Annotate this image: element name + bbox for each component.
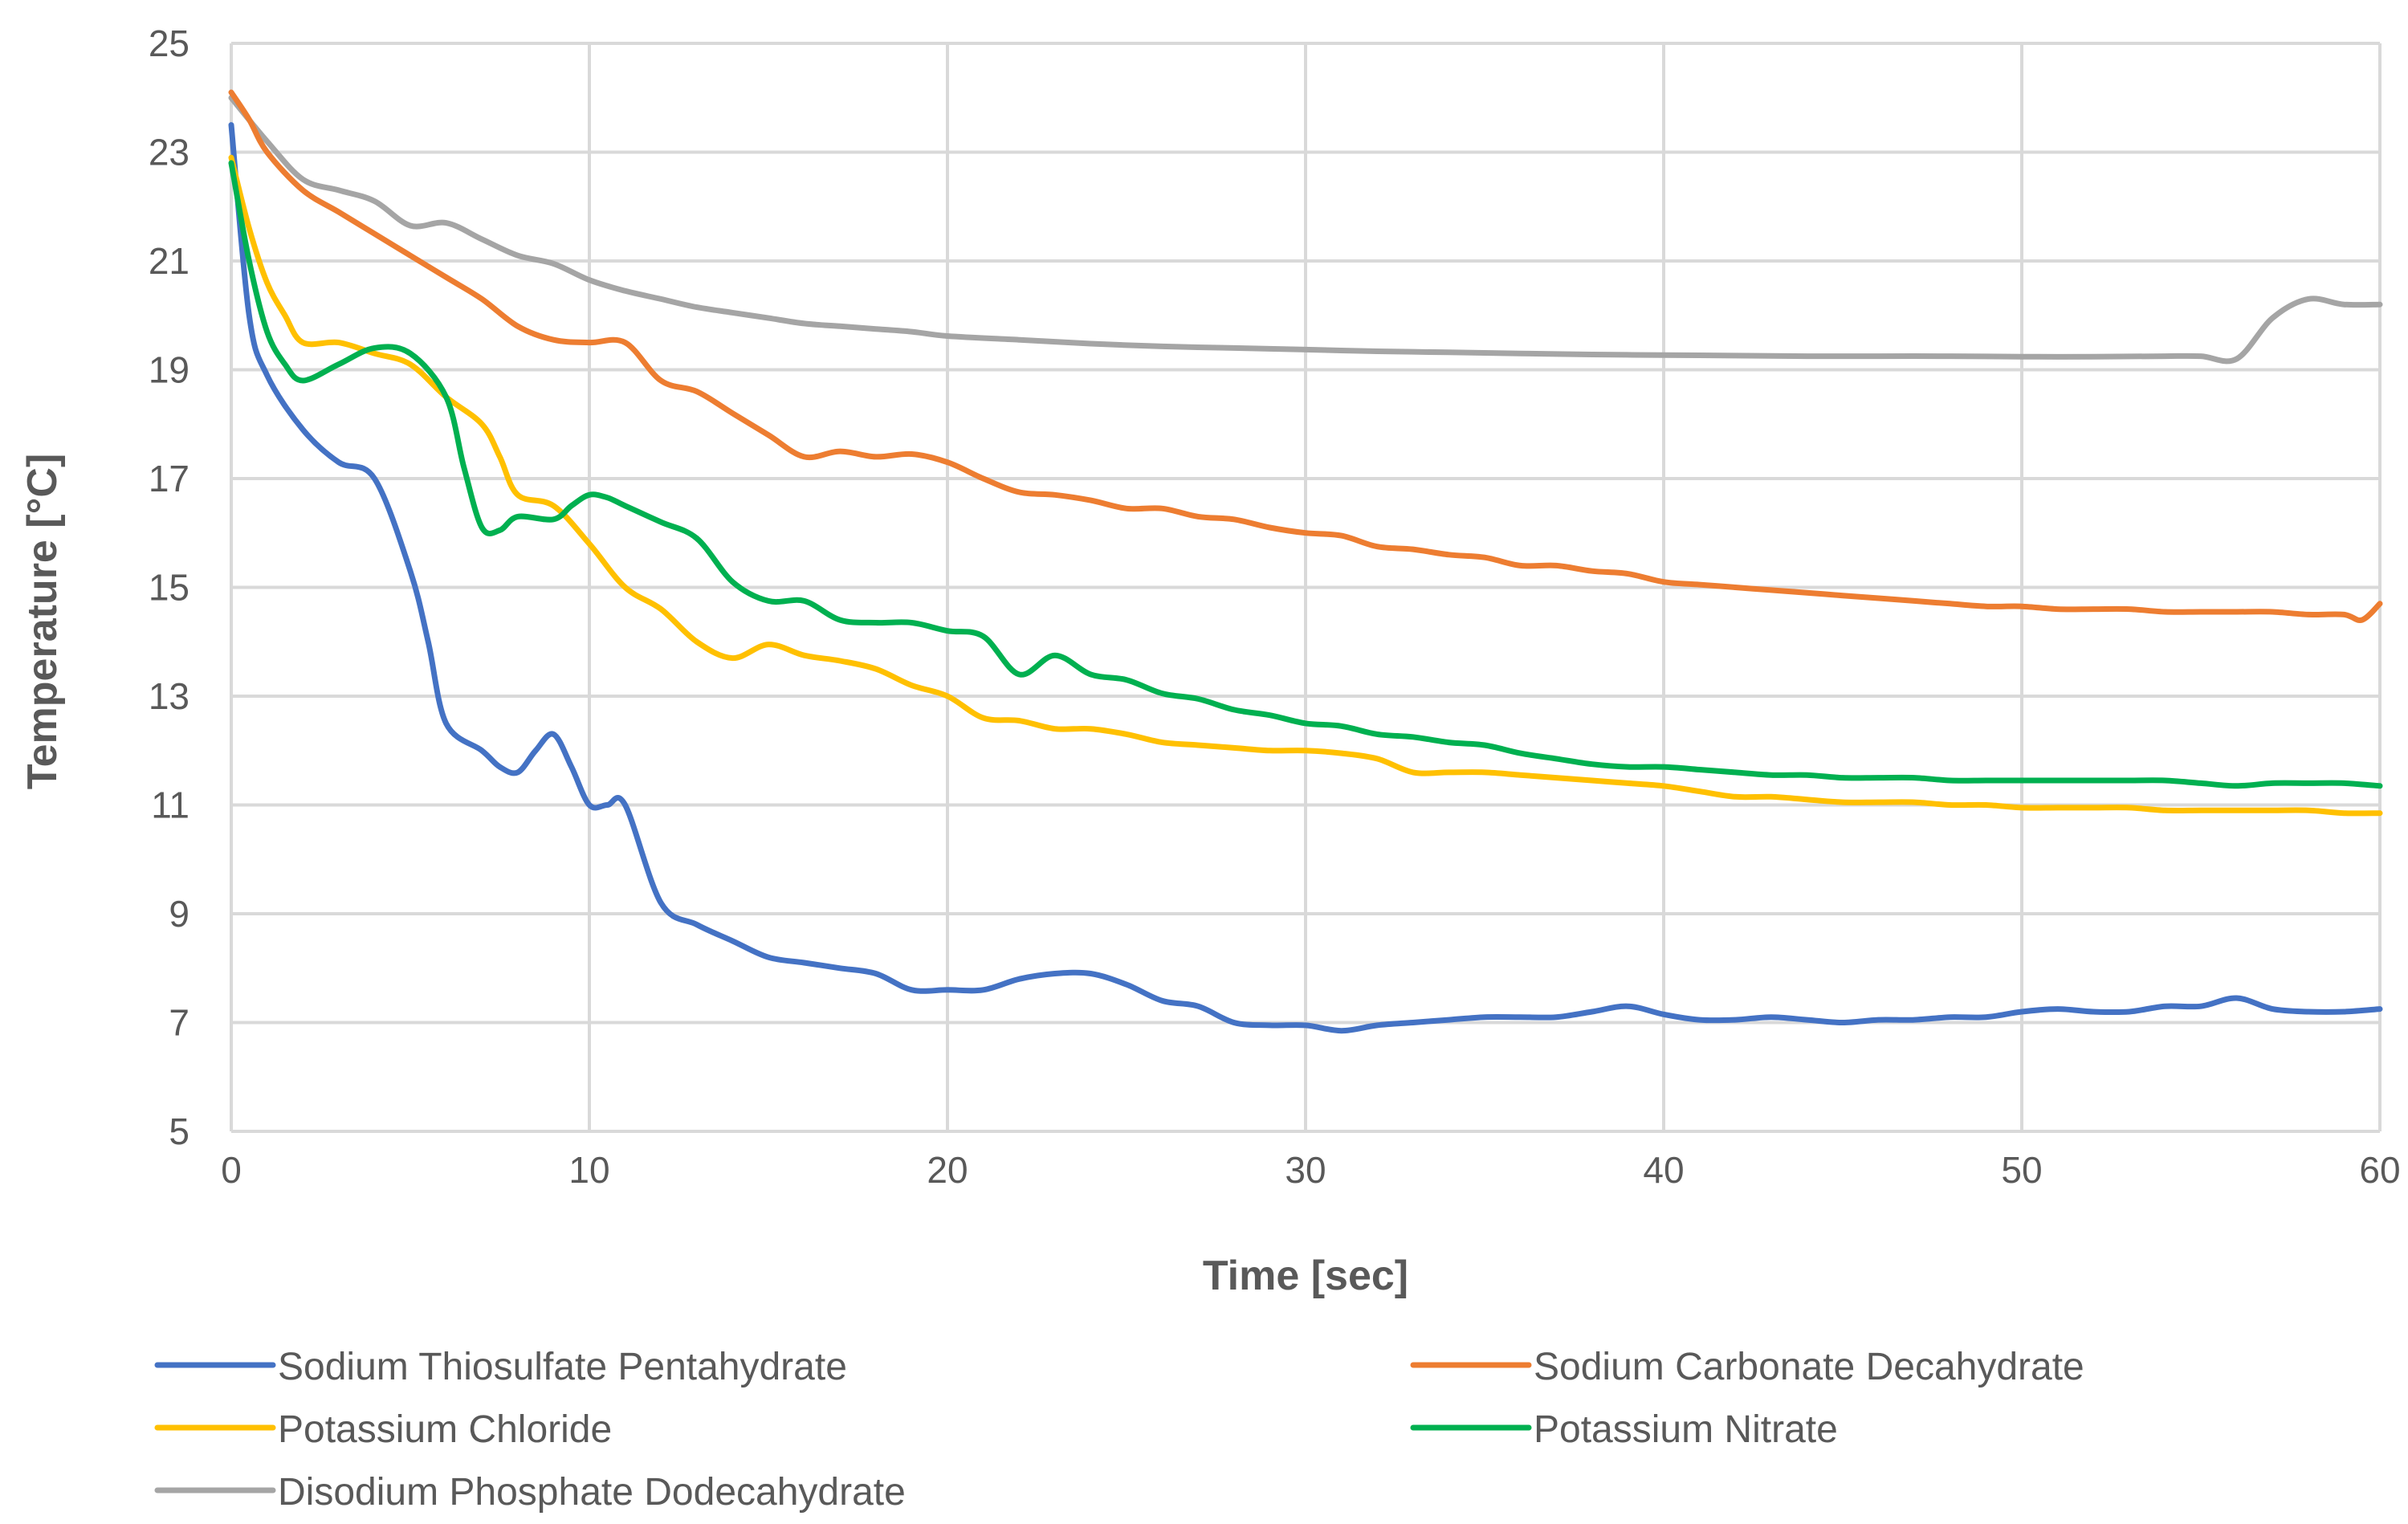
legend-label: Disodium Phosphate Dodecahydrate xyxy=(278,1471,906,1514)
y-tick-label: 15 xyxy=(149,567,189,609)
series-line-disodium-phosphate-dodecahydrate xyxy=(228,95,2383,365)
legend-label: Potassium Nitrate xyxy=(1534,1408,1838,1451)
legend-item-sodium-thiosulfate-pentahydrate: Sodium Thiosulfate Pentahydrate xyxy=(154,1346,847,1388)
y-tick-label: 21 xyxy=(149,240,189,282)
series-line-sodium-thiosulfate-pentahydrate xyxy=(228,122,2383,1034)
series-line-potassium-nitrate xyxy=(228,160,2383,789)
y-tick-label: 5 xyxy=(169,1110,189,1152)
x-axis-title: Time [sec] xyxy=(1203,1253,1408,1299)
y-tick-label: 7 xyxy=(169,1002,189,1044)
y-tick-label: 19 xyxy=(149,349,189,391)
legend-label: Potassium Chloride xyxy=(278,1408,612,1451)
series-line-sodium-carbonate-decahydrate xyxy=(228,89,2383,623)
y-tick-label: 25 xyxy=(149,22,189,64)
y-tick-label: 11 xyxy=(151,784,189,826)
x-tick-label: 20 xyxy=(927,1149,968,1191)
y-tick-label: 9 xyxy=(169,893,189,935)
x-tick-label: 40 xyxy=(1643,1149,1684,1191)
y-tick-label: 17 xyxy=(149,458,189,499)
x-tick-label: 30 xyxy=(1285,1149,1326,1191)
legend-item-potassium-nitrate: Potassium Nitrate xyxy=(1410,1408,1838,1451)
legend: Sodium Thiosulfate Pentahydrate Sodium Ca… xyxy=(154,1346,2084,1514)
legend-item-potassium-chloride: Potassium Chloride xyxy=(154,1408,612,1451)
legend-label: Sodium Carbonate Decahydrate xyxy=(1534,1346,2084,1388)
series-lines xyxy=(228,89,2383,1034)
x-axis: 0 10 20 30 40 50 60 xyxy=(221,1130,2401,1191)
y-axis-title: Temperature [°C] xyxy=(19,454,66,790)
x-tick-label: 10 xyxy=(568,1149,609,1191)
y-tick-label: 23 xyxy=(149,132,189,173)
y-axis: 5 7 9 11 13 15 17 19 21 23 25 xyxy=(149,22,189,1152)
x-tick-label: 0 xyxy=(221,1149,242,1191)
legend-item-sodium-carbonate-decahydrate: Sodium Carbonate Decahydrate xyxy=(1410,1346,2084,1388)
legend-item-disodium-phosphate-dodecahydrate: Disodium Phosphate Dodecahydrate xyxy=(154,1471,906,1514)
series-line-potassium-chloride xyxy=(228,154,2383,817)
x-tick-label: 60 xyxy=(2359,1149,2400,1191)
x-tick-label: 50 xyxy=(2001,1149,2042,1191)
legend-label: Sodium Thiosulfate Pentahydrate xyxy=(278,1346,847,1388)
y-tick-label: 13 xyxy=(149,675,189,717)
